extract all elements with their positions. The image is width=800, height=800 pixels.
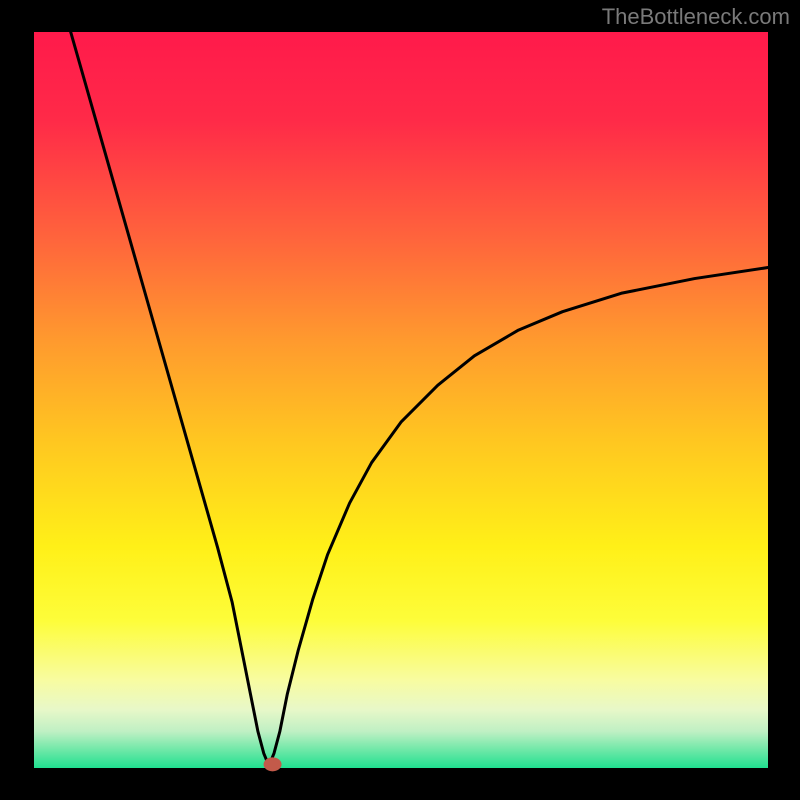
minimum-marker: [264, 757, 282, 771]
chart-container: TheBottleneck.com: [0, 0, 800, 800]
bottleneck-chart: [0, 0, 800, 800]
watermark-label: TheBottleneck.com: [602, 4, 790, 30]
plot-background: [34, 32, 768, 768]
